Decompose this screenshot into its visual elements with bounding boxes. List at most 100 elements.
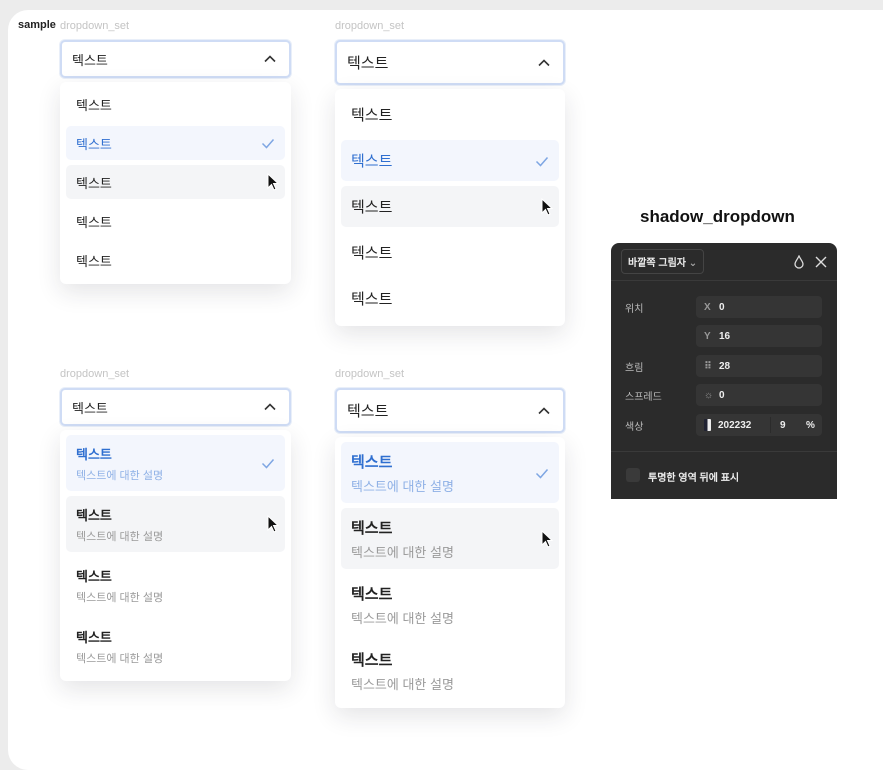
transparent-checkbox[interactable] — [626, 468, 640, 482]
chevron-up-icon — [538, 406, 550, 414]
dropdown-option[interactable]: 텍스트 — [341, 278, 559, 319]
shadow-type-select[interactable]: 바깥쪽 그림자 ⌄ — [621, 249, 705, 274]
dropdown-menu: 텍스트 텍스트에 대한 설명 텍스트 텍스트에 대한 설명 텍스트 텍스트에 대한 설명 텍… — [60, 430, 291, 681]
dropdown-trigger[interactable]: 텍스트 — [335, 388, 565, 433]
option-description: 텍스트에 대한 설명 — [351, 478, 454, 494]
option-label: 텍스트 — [351, 651, 393, 669]
dropdown-menu: 텍스트 텍스트 텍스트 텍스트 텍스트 — [60, 82, 291, 284]
dropdown-option[interactable]: 텍스트 — [341, 140, 559, 181]
sun-icon: ☼ — [704, 389, 714, 401]
mouse-cursor-icon — [267, 515, 279, 533]
y-input[interactable]: Y 16 — [696, 325, 822, 347]
dropdown-trigger[interactable]: 텍스트 — [60, 40, 291, 78]
option-label: 텍스트 — [351, 245, 393, 262]
dropdown-set-label: dropdown_set — [335, 368, 405, 380]
option-description: 텍스트에 대한 설명 — [76, 652, 164, 665]
close-icon[interactable] — [815, 256, 827, 268]
dropdown-option[interactable]: 텍스트 — [341, 232, 559, 273]
dropdown-option[interactable]: 텍스트 — [66, 165, 285, 199]
color-label: 색상 — [625, 421, 644, 433]
option-label: 텍스트 — [76, 253, 112, 269]
color-hex: 202232 — [718, 419, 752, 431]
option-label: 텍스트 — [76, 568, 112, 584]
option-label: 텍스트 — [351, 519, 393, 537]
chevron-up-icon — [264, 403, 276, 411]
shadow-panel: 바깥쪽 그림자 ⌄ 위치 X 0 Y 16 흐림 ⠿ 28 스프레드 ☼ 0 색상 202232… — [611, 243, 837, 499]
spread-input[interactable]: ☼ 0 — [696, 384, 822, 406]
option-description: 텍스트에 대한 설명 — [351, 544, 454, 560]
option-label: 텍스트 — [351, 107, 393, 124]
dropdown-option[interactable]: 텍스트 텍스트에 대한 설명 — [341, 574, 559, 635]
spread-value: 0 — [719, 389, 725, 401]
x-key: X — [704, 301, 711, 313]
dropdown-value: 텍스트 — [72, 400, 108, 416]
mouse-cursor-icon — [541, 529, 553, 548]
dropdown-set-label: dropdown_set — [60, 20, 130, 32]
dropdown-value: 텍스트 — [347, 55, 389, 72]
dropdown-set-label: dropdown_set — [60, 368, 130, 380]
option-label: 텍스트 — [351, 291, 393, 308]
blur-label: 흐림 — [625, 362, 644, 374]
option-description: 텍스트에 대한 설명 — [76, 591, 164, 604]
percent-unit: % — [806, 419, 815, 431]
blur-input[interactable]: ⠿ 28 — [696, 355, 822, 377]
check-icon — [261, 459, 275, 469]
dropdown-trigger[interactable]: 텍스트 — [335, 40, 565, 85]
option-label: 텍스트 — [351, 199, 393, 216]
dropdown-option[interactable]: 텍스트 — [66, 243, 285, 277]
dropdown-option[interactable]: 텍스트 — [341, 186, 559, 227]
option-label: 텍스트 — [76, 629, 112, 645]
dropdown-option[interactable]: 텍스트 — [66, 87, 285, 121]
option-label: 텍스트 — [351, 153, 393, 170]
dropdown-menu: 텍스트 텍스트에 대한 설명 텍스트 텍스트에 대한 설명 텍스트 텍스트에 대한 설명 텍… — [335, 437, 565, 708]
mouse-cursor-icon — [541, 197, 553, 216]
option-description: 텍스트에 대한 설명 — [76, 469, 164, 482]
blur-icon: ⠿ — [704, 360, 712, 372]
droplet-icon[interactable] — [793, 254, 805, 269]
option-label: 텍스트 — [76, 97, 112, 113]
x-value: 0 — [719, 301, 725, 313]
option-description: 텍스트에 대한 설명 — [76, 530, 164, 543]
dropdown-value: 텍스트 — [347, 403, 389, 420]
color-input[interactable]: 202232 9% — [696, 414, 822, 436]
opacity-value[interactable]: 9 — [780, 419, 786, 431]
y-key: Y — [704, 330, 711, 342]
dropdown-option[interactable]: 텍스트 — [66, 126, 285, 160]
check-icon — [261, 139, 275, 149]
mouse-cursor-icon — [267, 173, 279, 191]
option-label: 텍스트 — [76, 136, 112, 152]
check-icon — [535, 156, 549, 167]
check-icon — [535, 468, 549, 479]
option-description: 텍스트에 대한 설명 — [351, 676, 454, 692]
option-label: 텍스트 — [76, 507, 112, 523]
dropdown-menu: 텍스트 텍스트 텍스트 텍스트 텍스트 — [335, 89, 565, 326]
chevron-down-icon: ⌄ — [688, 258, 698, 269]
y-value: 16 — [719, 330, 731, 342]
dropdown-value: 텍스트 — [72, 52, 108, 68]
dropdown-set-label: dropdown_set — [335, 20, 405, 32]
option-label: 텍스트 — [351, 585, 393, 603]
option-label: 텍스트 — [76, 214, 112, 230]
dropdown-option[interactable]: 텍스트 — [341, 94, 559, 135]
shadow-type-value: 바깥쪽 그림자 — [628, 258, 686, 269]
color-swatch[interactable] — [704, 419, 711, 431]
sample-label: sample — [18, 19, 56, 31]
shadow-title: shadow_dropdown — [640, 207, 795, 226]
dropdown-trigger[interactable]: 텍스트 — [60, 388, 291, 426]
dropdown-option[interactable]: 텍스트 — [66, 204, 285, 238]
option-label: 텍스트 — [351, 453, 393, 471]
transparent-checkbox-label: 투명한 영역 뒤에 표시 — [648, 473, 740, 484]
blur-value: 28 — [719, 360, 731, 372]
chevron-up-icon — [264, 55, 276, 63]
chevron-up-icon — [538, 58, 550, 66]
spread-label: 스프레드 — [625, 391, 662, 403]
option-label: 텍스트 — [76, 446, 112, 462]
